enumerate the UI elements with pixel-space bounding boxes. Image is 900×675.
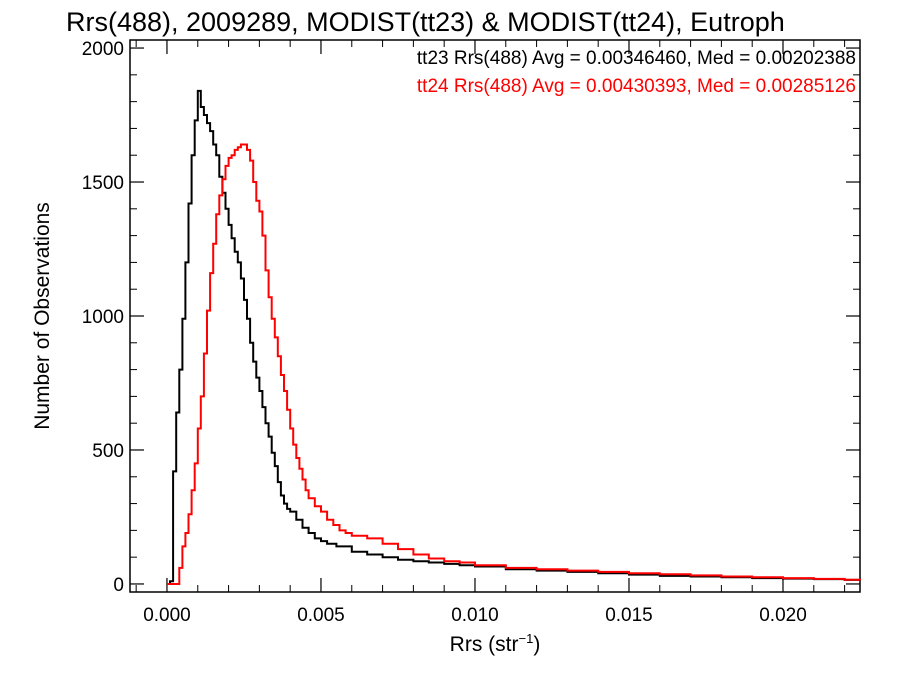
plot-frame	[129, 39, 861, 593]
legend-tt23-annotation: tt23 Rrs(488) Avg = 0.00346460, Med = 0.…	[417, 48, 856, 69]
x-axis: 0.000 0.005 0.010 0.015 0.020	[135, 40, 846, 626]
x-axis-label-superscript: −1	[519, 631, 534, 646]
chart-title: Rrs(488), 2009289, MODIST(tt23) & MODIST…	[66, 7, 785, 37]
legend-tt24-annotation: tt24 Rrs(488) Avg = 0.00430393, Med = 0.…	[417, 76, 856, 97]
x-tick-label: 0.010	[451, 605, 499, 626]
series-group	[167, 89, 861, 585]
x-tick-label: 0.000	[143, 605, 191, 626]
y-tick-label: 1500	[82, 173, 124, 194]
x-axis-label-base: Rrs (str	[450, 633, 519, 656]
series-tt23-line	[167, 89, 861, 585]
x-tick-label: 0.005	[297, 605, 345, 626]
x-axis-label-close: )	[533, 633, 540, 656]
y-axis: 0 500 1000 1500 2000	[82, 39, 860, 596]
y-tick-label: 500	[92, 441, 124, 462]
x-axis-label: Rrs (str−1)	[450, 631, 541, 656]
series-tt24-line	[167, 143, 861, 585]
y-tick-label: 2000	[82, 39, 124, 60]
x-tick-label: 0.015	[605, 605, 653, 626]
y-tick-label: 0	[113, 575, 124, 596]
y-tick-label: 1000	[82, 307, 124, 328]
y-axis-label: Number of Observations	[31, 202, 54, 430]
x-tick-label: 0.020	[759, 605, 807, 626]
